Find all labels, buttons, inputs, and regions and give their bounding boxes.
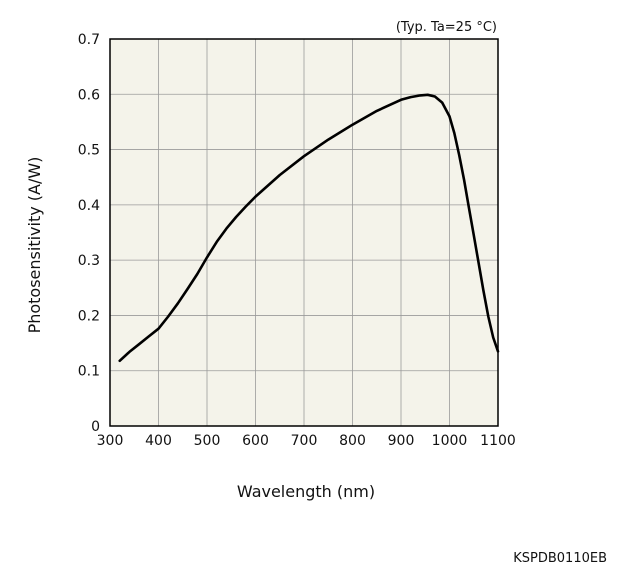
plot-frame — [109, 38, 499, 427]
x-tick-label: 800 — [339, 433, 366, 449]
x-tick-label: 700 — [291, 433, 318, 449]
y-tick-label: 0.6 — [78, 87, 100, 103]
y-tick-label: 0.7 — [78, 32, 100, 48]
x-tick-label: 1100 — [480, 433, 516, 449]
x-axis-title: Wavelength (nm) — [237, 482, 375, 501]
x-tick-label: 1000 — [432, 433, 468, 449]
x-tick-label: 300 — [97, 433, 124, 449]
data-series — [118, 93, 500, 363]
x-tick-label: 900 — [388, 433, 415, 449]
y-tick-label: 0.1 — [78, 364, 100, 380]
y-tick-label: 0 — [91, 419, 100, 435]
condition-annotation: (Typ. Ta=25 °C) — [396, 20, 497, 35]
x-tick-labels: 300 400 500 600 700 800 900 1000 1100 — [97, 433, 516, 449]
grid-lines — [110, 39, 498, 426]
y-tick-label: 0.4 — [78, 198, 100, 214]
y-tick-label: 0.2 — [78, 308, 100, 324]
x-tick-label: 500 — [194, 433, 221, 449]
y-tick-label: 0.3 — [78, 253, 100, 269]
x-tick-label: 600 — [242, 433, 269, 449]
photosensitivity-curve — [118, 93, 500, 363]
y-tick-labels: 0 0.1 0.2 0.3 0.4 0.5 0.6 0.7 — [78, 32, 100, 435]
y-axis-title: Photosensitivity (A/W) — [25, 157, 44, 334]
document-code: KSPDB0110EB — [513, 551, 607, 566]
x-tick-label: 400 — [145, 433, 172, 449]
y-tick-label: 0.5 — [78, 143, 100, 159]
